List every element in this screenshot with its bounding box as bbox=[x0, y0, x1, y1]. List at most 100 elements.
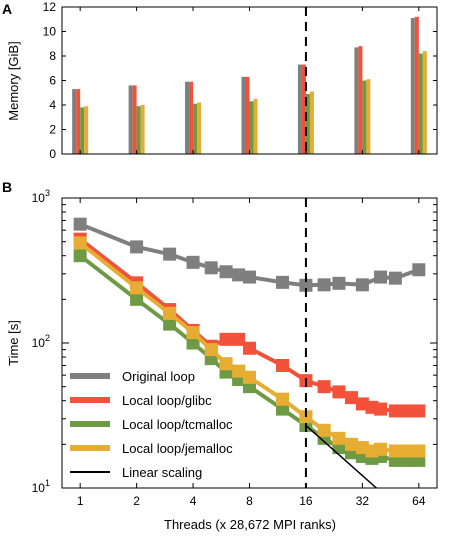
bar-glibc-32 bbox=[358, 46, 363, 155]
bar-glibc-2 bbox=[132, 85, 137, 154]
point-original bbox=[355, 278, 369, 292]
legend-label-jemalloc: Local loop/jemalloc bbox=[122, 441, 233, 456]
point-original bbox=[276, 275, 290, 289]
point-original bbox=[317, 278, 331, 292]
legend-label-tcmalloc: Local loop/tcmalloc bbox=[122, 417, 233, 432]
y-tick-label: 8 bbox=[49, 49, 56, 63]
bar-jemalloc-32 bbox=[366, 79, 371, 154]
x-tick-label: 4 bbox=[190, 494, 197, 508]
legend-label-original: Original loop bbox=[122, 369, 195, 384]
bar-tcmalloc-64 bbox=[418, 53, 423, 154]
point-jemalloc bbox=[232, 364, 246, 378]
x-tick-label: 2 bbox=[133, 494, 140, 508]
point-original bbox=[163, 247, 177, 261]
bar-tcmalloc-16 bbox=[305, 93, 310, 154]
point-jemalloc bbox=[243, 370, 256, 384]
point-glibc bbox=[345, 391, 359, 405]
point-original bbox=[186, 255, 200, 269]
point-jemalloc bbox=[401, 444, 415, 458]
panel-a-bars bbox=[72, 16, 427, 155]
bar-glibc-1 bbox=[76, 89, 81, 154]
series-linear bbox=[305, 424, 377, 488]
y-tick-label: 103 bbox=[32, 188, 50, 205]
point-glibc bbox=[317, 380, 331, 394]
bar-original-16 bbox=[297, 64, 302, 154]
x-tick-label: 16 bbox=[299, 494, 313, 508]
x-tick-label: 64 bbox=[412, 494, 426, 508]
legend-label-linear: Linear scaling bbox=[122, 465, 202, 480]
panel-b-x-axis-label: Threads (x 28,672 MPI ranks) bbox=[164, 517, 336, 532]
point-original bbox=[332, 276, 346, 290]
y-tick-label: 101 bbox=[32, 478, 50, 495]
point-tcmalloc bbox=[276, 402, 290, 416]
bar-original-64 bbox=[410, 18, 415, 155]
series-line-linear bbox=[305, 424, 377, 488]
bar-jemalloc-8 bbox=[253, 98, 258, 155]
panel-a-label: A bbox=[2, 1, 12, 17]
point-original bbox=[412, 263, 426, 277]
x-tick-label: 1 bbox=[77, 494, 84, 508]
point-original bbox=[130, 240, 144, 254]
panel-a-memory-bar-chart: A 0 2 4 6 8 10 12 Memory [GiB] bbox=[2, 0, 438, 161]
point-jemalloc bbox=[388, 444, 402, 458]
point-jemalloc bbox=[186, 326, 200, 340]
point-original bbox=[374, 270, 388, 284]
point-original bbox=[299, 278, 313, 292]
point-jemalloc bbox=[204, 343, 218, 357]
point-jemalloc bbox=[130, 281, 144, 295]
point-glibc bbox=[388, 404, 402, 418]
point-glibc bbox=[332, 385, 346, 399]
y-tick-label: 4 bbox=[49, 98, 56, 112]
bar-original-8 bbox=[241, 76, 246, 154]
point-glibc bbox=[276, 358, 290, 372]
y-tick-label: 0 bbox=[49, 147, 56, 161]
panel-a-y-axis-label: Memory [GiB] bbox=[6, 41, 21, 120]
bar-jemalloc-16 bbox=[309, 91, 314, 154]
bar-jemalloc-4 bbox=[197, 102, 202, 154]
bar-glibc-16 bbox=[301, 64, 306, 154]
panel-b-label: B bbox=[2, 179, 12, 195]
bar-tcmalloc-8 bbox=[249, 101, 254, 154]
point-tcmalloc bbox=[186, 336, 200, 350]
bar-tcmalloc-2 bbox=[136, 106, 141, 154]
point-jemalloc bbox=[163, 306, 177, 320]
bar-jemalloc-64 bbox=[422, 51, 427, 154]
point-jemalloc bbox=[276, 392, 290, 406]
legend-label-glibc: Local loop/glibc bbox=[122, 393, 212, 408]
point-original bbox=[243, 270, 256, 284]
x-tick-label: 32 bbox=[356, 494, 370, 508]
bar-tcmalloc-4 bbox=[193, 103, 198, 154]
point-original bbox=[73, 217, 87, 231]
point-jemalloc bbox=[73, 236, 87, 250]
series-original bbox=[73, 217, 426, 292]
point-glibc bbox=[219, 332, 233, 346]
bar-jemalloc-1 bbox=[84, 106, 89, 154]
x-tick-label: 8 bbox=[246, 494, 253, 508]
bar-tcmalloc-32 bbox=[362, 80, 367, 154]
point-jemalloc bbox=[219, 357, 233, 371]
y-tick-label: 2 bbox=[49, 123, 56, 137]
point-tcmalloc bbox=[163, 317, 177, 331]
y-tick-label: 6 bbox=[49, 74, 56, 88]
point-jemalloc bbox=[374, 442, 388, 456]
bar-glibc-8 bbox=[245, 76, 250, 154]
bar-glibc-4 bbox=[189, 81, 194, 154]
point-tcmalloc bbox=[130, 292, 144, 306]
bar-glibc-64 bbox=[414, 16, 419, 154]
point-glibc bbox=[412, 404, 426, 418]
point-original bbox=[204, 261, 218, 275]
panel-a-y-ticks: 0 2 4 6 8 10 12 bbox=[43, 0, 437, 161]
y-tick-label: 12 bbox=[43, 0, 57, 14]
y-tick-label: 102 bbox=[32, 333, 50, 350]
bar-original-2 bbox=[128, 85, 133, 154]
point-glibc bbox=[401, 404, 415, 418]
point-jemalloc bbox=[332, 431, 346, 445]
series-line-original bbox=[79, 222, 420, 288]
panel-b-legend: Original loop Local loop/glibc Local loop/… bbox=[70, 369, 233, 480]
panel-b-y-axis-label: Time [s] bbox=[6, 320, 21, 366]
panel-b-time-line-chart: B 1 2 4 8 16 32 64 101 102 103 Original loop Local… bbox=[2, 179, 438, 532]
bar-jemalloc-2 bbox=[140, 105, 145, 154]
point-jemalloc bbox=[345, 437, 359, 451]
bar-tcmalloc-1 bbox=[80, 107, 85, 154]
